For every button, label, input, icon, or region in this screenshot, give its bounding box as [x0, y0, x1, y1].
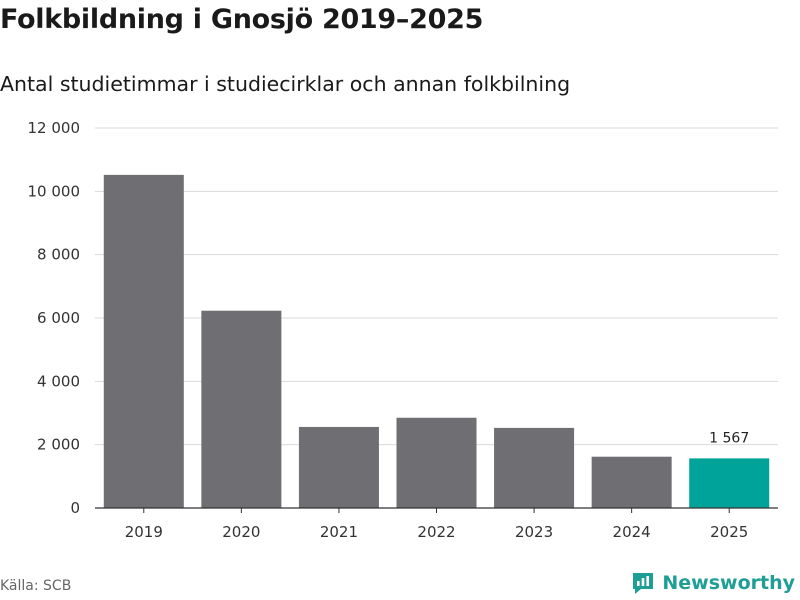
chart-subtitle: Antal studietimmar i studiecirklar och a… [0, 72, 571, 96]
bar-2022 [396, 417, 477, 508]
y-tick-label: 6 000 [37, 309, 80, 327]
x-tick-label: 2019 [125, 523, 163, 541]
data-label: 1 567 [709, 430, 749, 446]
y-tick-label: 8 000 [37, 246, 80, 264]
gridlines [95, 127, 778, 446]
bar-2025 [689, 458, 770, 508]
y-tick-label: 10 000 [28, 182, 81, 200]
x-tick-label: 2023 [515, 523, 553, 541]
y-tick-label: 0 [70, 499, 80, 517]
brand-name: Newsworthy [662, 572, 795, 594]
newsworthy-logo-icon [633, 573, 654, 594]
x-tick-label: 2021 [320, 523, 358, 541]
x-tick-label: 2022 [417, 523, 455, 541]
bar-2020 [201, 310, 282, 508]
brand: Newsworthy [630, 570, 795, 596]
bar-2019 [103, 174, 184, 508]
data-labels: 1 567 [709, 430, 749, 446]
bars [103, 174, 770, 508]
y-tick-label: 4 000 [37, 372, 80, 390]
x-tick-label: 2025 [710, 523, 748, 541]
bar-2024 [591, 456, 672, 508]
y-tick-label: 2 000 [37, 436, 80, 454]
x-tick-label: 2020 [222, 523, 260, 541]
bar-2023 [494, 427, 575, 508]
x-tick-label: 2024 [613, 523, 651, 541]
source-note: Källa: SCB [0, 578, 72, 594]
chart-title: Folkbildning i Gnosjö 2019–2025 [0, 4, 484, 35]
y-axis-ticks: 0 2 000 4 000 6 000 8 000 10 000 12 000 [28, 119, 81, 517]
y-tick-label: 12 000 [28, 119, 81, 137]
bar-2021 [298, 426, 379, 508]
x-axis-ticks: 2019 2020 2021 2022 2023 2024 2025 [125, 508, 748, 541]
